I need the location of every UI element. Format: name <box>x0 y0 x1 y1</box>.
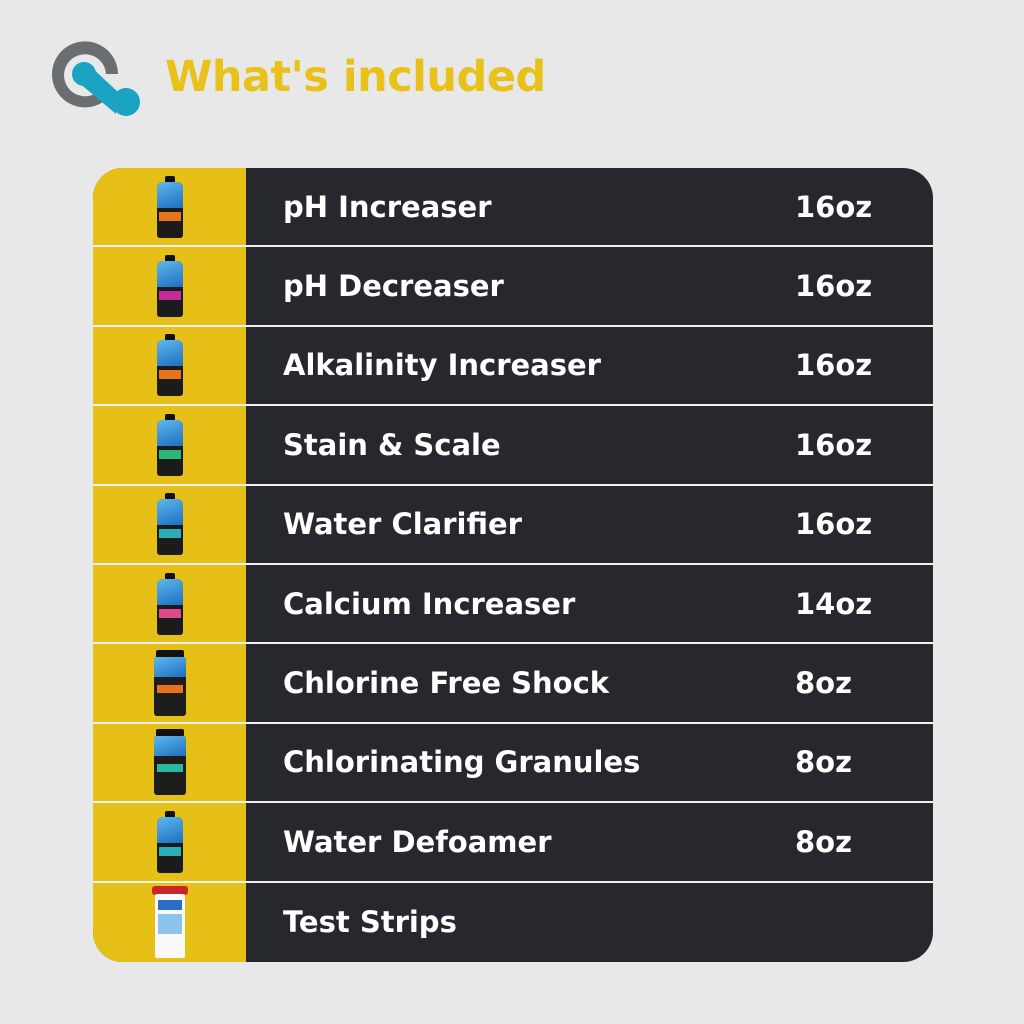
bottle-product-image <box>156 334 183 397</box>
bottle-product-image <box>156 572 183 635</box>
q-logo-icon <box>52 41 140 116</box>
product-name: Chlorinating Granules <box>283 745 641 780</box>
bottle-product-image <box>156 175 183 238</box>
jar-product-image <box>153 650 186 717</box>
page-title: What's included <box>165 52 546 102</box>
product-size: 8oz <box>795 745 852 780</box>
bottle-product-image <box>156 493 183 556</box>
product-image-cell <box>93 723 246 802</box>
product-size: 8oz <box>795 666 852 701</box>
table-row: pH Decreaser 16oz <box>93 247 933 327</box>
table-row: Water Defoamer 8oz <box>93 803 933 883</box>
product-name: Alkalinity Increaser <box>283 348 601 383</box>
product-size: 8oz <box>795 824 852 859</box>
product-image-cell <box>93 168 246 246</box>
bottle-product-image <box>156 413 183 476</box>
product-image-cell <box>93 485 246 563</box>
product-image-cell <box>93 882 246 962</box>
bottle-product-image <box>156 255 183 318</box>
jar-product-image <box>153 729 186 796</box>
table-row: Test Strips <box>93 882 933 962</box>
table-row: Chlorinating Granules 8oz <box>93 723 933 804</box>
product-size: 16oz <box>795 427 873 462</box>
product-name: Chlorine Free Shock <box>283 666 610 701</box>
bottle-product-image <box>156 810 183 873</box>
product-image-cell <box>93 803 246 881</box>
product-name: Water Defoamer <box>283 824 552 859</box>
table-row: Calcium Increaser 14oz <box>93 564 933 645</box>
test-strips-container-image <box>151 886 188 959</box>
product-name: Water Clarifier <box>283 507 522 542</box>
product-name: Calcium Increaser <box>283 586 576 621</box>
table-row: pH Increaser 16oz <box>93 168 933 248</box>
table-row: Chlorine Free Shock 8oz <box>93 644 933 724</box>
included-items-table: pH Increaser 16oz pH Decreaser 16oz Alkalini… <box>93 168 933 962</box>
product-size: 16oz <box>795 348 873 383</box>
product-size: 14oz <box>795 586 873 621</box>
table-row: Water Clarifier 16oz <box>93 485 933 565</box>
product-image-cell <box>93 326 246 405</box>
product-image-cell <box>93 247 246 325</box>
product-image-cell <box>93 564 246 643</box>
product-size: 16oz <box>795 189 873 224</box>
table-row: Stain & Scale 16oz <box>93 406 933 486</box>
product-image-cell <box>93 644 246 722</box>
product-size: 16oz <box>795 269 873 304</box>
table-row: Alkalinity Increaser 16oz <box>93 326 933 407</box>
product-name: pH Increaser <box>283 189 492 224</box>
product-name: pH Decreaser <box>283 269 504 304</box>
product-image-cell <box>93 406 246 484</box>
product-name: Test Strips <box>283 905 457 940</box>
product-size: 16oz <box>795 507 873 542</box>
product-name: Stain & Scale <box>283 427 501 462</box>
